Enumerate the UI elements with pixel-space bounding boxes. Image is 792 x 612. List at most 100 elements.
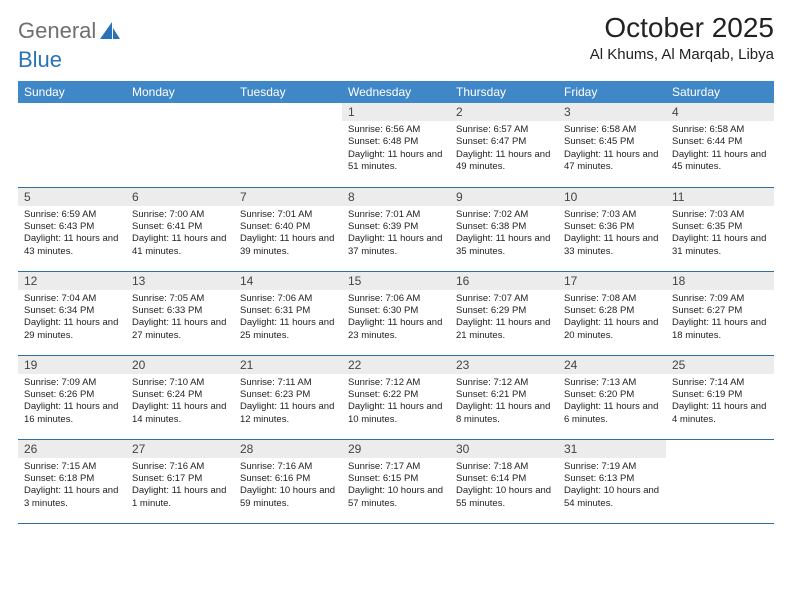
day-number: 25 (666, 356, 774, 374)
daylight-text: Daylight: 11 hours and 49 minutes. (456, 149, 552, 174)
day-details: Sunrise: 6:57 AMSunset: 6:47 PMDaylight:… (450, 121, 558, 177)
sunset-text: Sunset: 6:14 PM (456, 473, 552, 485)
day-number: 10 (558, 188, 666, 206)
sunrise-text: Sunrise: 7:16 AM (132, 461, 228, 473)
day-details: Sunrise: 7:03 AMSunset: 6:35 PMDaylight:… (666, 206, 774, 262)
sunrise-text: Sunrise: 7:12 AM (348, 377, 444, 389)
daylight-text: Daylight: 11 hours and 29 minutes. (24, 317, 120, 342)
sunrise-text: Sunrise: 7:19 AM (564, 461, 660, 473)
daylight-text: Daylight: 10 hours and 55 minutes. (456, 485, 552, 510)
sunrise-text: Sunrise: 7:10 AM (132, 377, 228, 389)
brand-logo: General (18, 12, 122, 44)
daylight-text: Daylight: 11 hours and 31 minutes. (672, 233, 768, 258)
day-number: 3 (558, 103, 666, 121)
day-number: 9 (450, 188, 558, 206)
sunrise-text: Sunrise: 7:03 AM (672, 209, 768, 221)
calendar-week-row: 26Sunrise: 7:15 AMSunset: 6:18 PMDayligh… (18, 439, 774, 523)
daylight-text: Daylight: 11 hours and 12 minutes. (240, 401, 336, 426)
dow-sat: Saturday (666, 81, 774, 103)
calendar-day-cell: 5Sunrise: 6:59 AMSunset: 6:43 PMDaylight… (18, 187, 126, 271)
day-number: 28 (234, 440, 342, 458)
daylight-text: Daylight: 11 hours and 33 minutes. (564, 233, 660, 258)
day-details: Sunrise: 7:09 AMSunset: 6:26 PMDaylight:… (18, 374, 126, 430)
sunset-text: Sunset: 6:41 PM (132, 221, 228, 233)
sunset-text: Sunset: 6:39 PM (348, 221, 444, 233)
day-number: 7 (234, 188, 342, 206)
calendar-day-cell: 19Sunrise: 7:09 AMSunset: 6:26 PMDayligh… (18, 355, 126, 439)
sunset-text: Sunset: 6:47 PM (456, 136, 552, 148)
day-details: Sunrise: 6:58 AMSunset: 6:44 PMDaylight:… (666, 121, 774, 177)
day-number: 12 (18, 272, 126, 290)
sunrise-text: Sunrise: 7:09 AM (672, 293, 768, 305)
day-number: 1 (342, 103, 450, 121)
calendar-day-cell: 20Sunrise: 7:10 AMSunset: 6:24 PMDayligh… (126, 355, 234, 439)
daylight-text: Daylight: 11 hours and 20 minutes. (564, 317, 660, 342)
day-number: 6 (126, 188, 234, 206)
sunset-text: Sunset: 6:45 PM (564, 136, 660, 148)
sunset-text: Sunset: 6:15 PM (348, 473, 444, 485)
calendar-day-cell: 11Sunrise: 7:03 AMSunset: 6:35 PMDayligh… (666, 187, 774, 271)
dow-sun: Sunday (18, 81, 126, 103)
calendar-day-cell: 29Sunrise: 7:17 AMSunset: 6:15 PMDayligh… (342, 439, 450, 523)
day-details: Sunrise: 7:13 AMSunset: 6:20 PMDaylight:… (558, 374, 666, 430)
sunrise-text: Sunrise: 7:11 AM (240, 377, 336, 389)
sunrise-text: Sunrise: 7:17 AM (348, 461, 444, 473)
sunrise-text: Sunrise: 7:12 AM (456, 377, 552, 389)
calendar-day-cell (18, 103, 126, 187)
daylight-text: Daylight: 11 hours and 8 minutes. (456, 401, 552, 426)
daylight-text: Daylight: 11 hours and 39 minutes. (240, 233, 336, 258)
day-details: Sunrise: 7:11 AMSunset: 6:23 PMDaylight:… (234, 374, 342, 430)
daylight-text: Daylight: 10 hours and 59 minutes. (240, 485, 336, 510)
calendar-day-cell: 28Sunrise: 7:16 AMSunset: 6:16 PMDayligh… (234, 439, 342, 523)
day-number: 27 (126, 440, 234, 458)
day-number: 16 (450, 272, 558, 290)
day-details: Sunrise: 6:59 AMSunset: 6:43 PMDaylight:… (18, 206, 126, 262)
calendar-table: Sunday Monday Tuesday Wednesday Thursday… (18, 81, 774, 524)
sunrise-text: Sunrise: 7:02 AM (456, 209, 552, 221)
sunrise-text: Sunrise: 6:58 AM (564, 124, 660, 136)
daylight-text: Daylight: 11 hours and 47 minutes. (564, 149, 660, 174)
month-title: October 2025 (590, 12, 774, 44)
day-details: Sunrise: 7:03 AMSunset: 6:36 PMDaylight:… (558, 206, 666, 262)
sunrise-text: Sunrise: 7:06 AM (348, 293, 444, 305)
sunset-text: Sunset: 6:20 PM (564, 389, 660, 401)
calendar-day-cell (126, 103, 234, 187)
daylight-text: Daylight: 11 hours and 43 minutes. (24, 233, 120, 258)
sunrise-text: Sunrise: 7:13 AM (564, 377, 660, 389)
sunrise-text: Sunrise: 7:04 AM (24, 293, 120, 305)
day-details: Sunrise: 7:01 AMSunset: 6:40 PMDaylight:… (234, 206, 342, 262)
day-details: Sunrise: 7:16 AMSunset: 6:17 PMDaylight:… (126, 458, 234, 514)
sunset-text: Sunset: 6:40 PM (240, 221, 336, 233)
day-number: 31 (558, 440, 666, 458)
calendar-day-cell: 26Sunrise: 7:15 AMSunset: 6:18 PMDayligh… (18, 439, 126, 523)
sunrise-text: Sunrise: 7:15 AM (24, 461, 120, 473)
calendar-day-cell: 25Sunrise: 7:14 AMSunset: 6:19 PMDayligh… (666, 355, 774, 439)
day-number: 29 (342, 440, 450, 458)
sunset-text: Sunset: 6:29 PM (456, 305, 552, 317)
sunrise-text: Sunrise: 7:09 AM (24, 377, 120, 389)
calendar-day-cell: 27Sunrise: 7:16 AMSunset: 6:17 PMDayligh… (126, 439, 234, 523)
day-number: 14 (234, 272, 342, 290)
day-details: Sunrise: 7:10 AMSunset: 6:24 PMDaylight:… (126, 374, 234, 430)
calendar-day-cell: 31Sunrise: 7:19 AMSunset: 6:13 PMDayligh… (558, 439, 666, 523)
day-details: Sunrise: 7:12 AMSunset: 6:22 PMDaylight:… (342, 374, 450, 430)
day-details: Sunrise: 7:16 AMSunset: 6:16 PMDaylight:… (234, 458, 342, 514)
sunset-text: Sunset: 6:34 PM (24, 305, 120, 317)
day-number: 8 (342, 188, 450, 206)
sunrise-text: Sunrise: 7:14 AM (672, 377, 768, 389)
calendar-day-cell: 22Sunrise: 7:12 AMSunset: 6:22 PMDayligh… (342, 355, 450, 439)
daylight-text: Daylight: 11 hours and 21 minutes. (456, 317, 552, 342)
day-details: Sunrise: 7:09 AMSunset: 6:27 PMDaylight:… (666, 290, 774, 346)
calendar-day-cell (234, 103, 342, 187)
day-details: Sunrise: 7:06 AMSunset: 6:30 PMDaylight:… (342, 290, 450, 346)
sunrise-text: Sunrise: 7:08 AM (564, 293, 660, 305)
sunset-text: Sunset: 6:31 PM (240, 305, 336, 317)
sunset-text: Sunset: 6:21 PM (456, 389, 552, 401)
sunset-text: Sunset: 6:38 PM (456, 221, 552, 233)
calendar-day-cell: 24Sunrise: 7:13 AMSunset: 6:20 PMDayligh… (558, 355, 666, 439)
sunrise-text: Sunrise: 7:18 AM (456, 461, 552, 473)
day-details: Sunrise: 7:18 AMSunset: 6:14 PMDaylight:… (450, 458, 558, 514)
calendar-day-cell: 2Sunrise: 6:57 AMSunset: 6:47 PMDaylight… (450, 103, 558, 187)
calendar-day-cell: 4Sunrise: 6:58 AMSunset: 6:44 PMDaylight… (666, 103, 774, 187)
dow-fri: Friday (558, 81, 666, 103)
